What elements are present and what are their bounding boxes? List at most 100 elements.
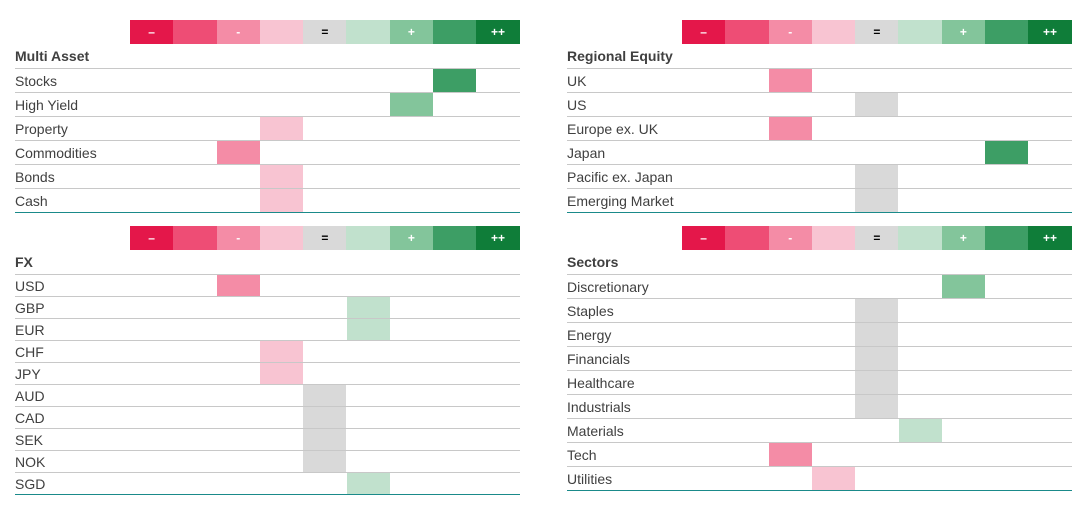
rating-mark-neutral [855,371,899,394]
table-row: NOK [15,450,520,472]
row-label: Europe ex. UK [567,120,659,137]
rating-mark-positive [389,93,433,116]
panel-title: FX [15,254,33,270]
scale-cell-positive-2 [433,226,477,250]
scale-cell-negative-light [811,226,856,250]
rating-scale-header: – - = + ++ [682,20,1072,44]
table-row: Financials [567,346,1072,370]
rating-mark-positive-2 [433,69,477,92]
rating-rows: Discretionary Staples Energy Financials Heal… [567,274,1072,490]
table-row: Industrials [567,394,1072,418]
row-label: High Yield [15,96,79,113]
scale-cell-strong-positive: ++ [1028,226,1072,250]
scale-cell-positive: + [941,226,986,250]
scale-cell-negative-light [259,226,304,250]
rating-mark-positive-light [898,419,942,442]
rating-mark-neutral [855,165,899,188]
rating-mark-negative [216,275,260,296]
table-bottom-rule [15,212,520,213]
rating-mark-negative [768,443,812,466]
rating-mark-positive-light [346,473,390,494]
row-label: Bonds [15,168,55,185]
table-row: Energy [567,322,1072,346]
table-row: UK [567,68,1072,92]
panel-title: Regional Equity [567,48,673,64]
scale-cell-negative-2 [173,226,217,250]
rating-mark-neutral [855,395,899,418]
row-label: Discretionary [567,278,649,295]
rating-mark-negative-light [259,363,303,384]
scale-cell-positive-light [898,226,942,250]
scale-cell-strong-positive: ++ [1028,20,1072,44]
rating-mark-positive [941,275,985,298]
rating-mark-negative [216,141,260,164]
row-label: UK [567,72,587,89]
panel-title: Multi Asset [15,48,90,64]
row-label: Cash [15,192,48,209]
row-label: AUD [15,387,45,404]
row-label: Japan [567,144,606,161]
rating-mark-neutral [303,407,347,428]
table-row: CHF [15,340,520,362]
rating-mark-negative [768,117,812,140]
scale-cell-negative-light [811,20,856,44]
scale-cell-positive-light [346,226,390,250]
rating-rows: UK US Europe ex. UK Japan Pacific ex. Japan E… [567,68,1072,212]
scale-cell-neutral: = [303,20,347,44]
rating-mark-negative-light [259,165,303,188]
table-bottom-rule [15,494,520,495]
table-row: SEK [15,428,520,450]
table-row: GBP [15,296,520,318]
table-row: Commodities [15,140,520,164]
table-row: Tech [567,442,1072,466]
scale-cell-positive: + [389,20,434,44]
scale-cell-positive: + [941,20,986,44]
scale-cell-strong-negative: – [130,226,174,250]
rating-mark-negative-light [259,117,303,140]
row-label: CHF [15,343,44,360]
row-label: GBP [15,299,45,316]
scale-cell-positive-2 [985,226,1029,250]
row-label: EUR [15,321,45,338]
rating-mark-neutral [855,347,899,370]
scale-cell-neutral: = [303,226,347,250]
row-label: SEK [15,431,44,448]
rating-mark-neutral [855,93,899,116]
row-label: JPY [15,365,41,382]
scale-cell-positive-light [346,20,390,44]
row-label: Tech [567,446,597,463]
rating-mark-neutral [855,323,899,346]
scale-cell-negative: - [216,20,260,44]
row-label: Commodities [15,144,97,161]
table-row: Japan [567,140,1072,164]
table-row: Europe ex. UK [567,116,1072,140]
rating-scale-header: – - = + ++ [130,20,520,44]
table-row: Pacific ex. Japan [567,164,1072,188]
table-row: High Yield [15,92,520,116]
rating-scale-header: – - = + ++ [682,226,1072,250]
table-bottom-rule [567,490,1072,491]
row-label: Materials [567,422,624,439]
row-label: Energy [567,326,612,343]
rating-rows: Stocks High Yield Property Commodities Bonds… [15,68,520,212]
table-row: SGD [15,472,520,494]
row-label: USD [15,277,45,294]
rating-mark-negative-light [259,189,303,212]
table-row: Discretionary [567,274,1072,298]
row-label: Utilities [567,470,613,487]
row-label: US [567,96,587,113]
scale-cell-strong-positive: ++ [476,226,520,250]
rating-mark-positive-light [346,319,390,340]
scale-cell-neutral: = [855,20,899,44]
rating-mark-negative-light [811,467,855,490]
scale-cell-negative-light [259,20,304,44]
scale-cell-negative: - [216,226,260,250]
table-row: Bonds [15,164,520,188]
rating-mark-neutral [303,429,347,450]
table-row: JPY [15,362,520,384]
rating-mark-positive-2 [985,141,1029,164]
rating-mark-negative [768,69,812,92]
scale-cell-negative: - [768,20,812,44]
rating-mark-neutral [855,299,899,322]
table-row: EUR [15,318,520,340]
